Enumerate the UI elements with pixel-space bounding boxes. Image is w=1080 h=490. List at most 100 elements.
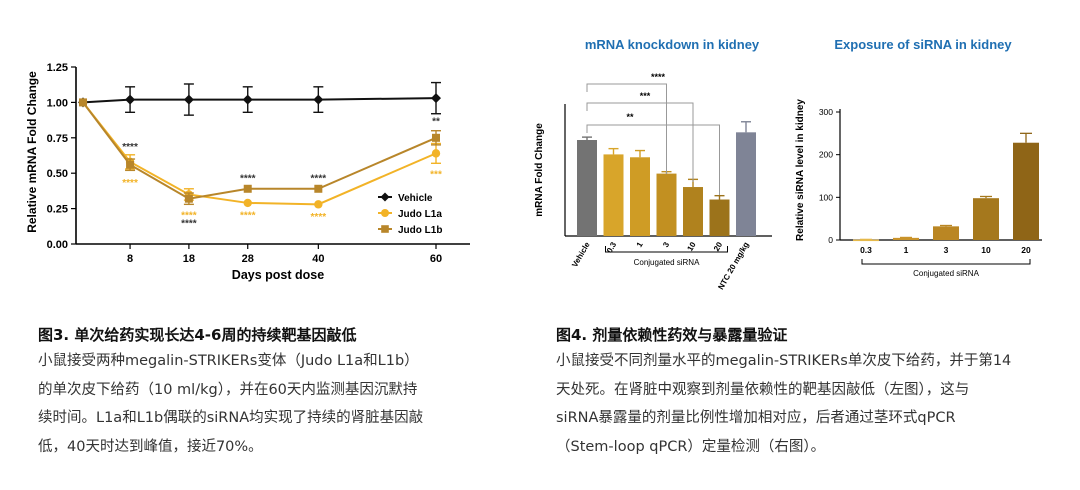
line-chart: 0.00 0.25 0.50 0.75 1.00 1.25 8 18 28 40 60 Days po… — [25, 62, 470, 282]
sirna-exposure-chart: Exposure of siRNA in kidney 0 100 200 300 Rel… — [795, 37, 1042, 278]
category-label: 20 — [712, 240, 725, 253]
x-tick-label: 60 — [430, 253, 442, 265]
data-point-l1b — [126, 160, 135, 169]
data-point-vehicle — [313, 94, 324, 105]
legend-label: Vehicle — [398, 193, 433, 204]
significance-bracket — [586, 102, 694, 182]
significance-bracket — [586, 124, 720, 195]
x-tick-label: 18 — [183, 253, 195, 265]
caption-line: 小鼠接受不同剂量水平的megalin-STRIKERs单次皮下给药，并于第14 — [556, 353, 1012, 369]
caption-line: 低，40天时达到峰值，接近70%。 — [38, 438, 263, 455]
significance-label: *** — [640, 91, 651, 101]
y-tick-label: 1.00 — [47, 97, 68, 109]
data-point-l1b — [432, 133, 440, 142]
data-point-l1a — [431, 149, 441, 158]
category-label: 10 — [685, 240, 698, 253]
chart-title: mRNA knockdown in kidney — [585, 37, 760, 52]
category-label: 3 — [661, 240, 671, 249]
bar-10 — [973, 198, 999, 240]
y-tick-label: 0.25 — [47, 204, 68, 216]
category-label: 0.3 — [860, 245, 872, 255]
caption-line: siRNA暴露量的剂量比例性增加相对应，后者通过茎环式qPCR — [556, 410, 956, 426]
figure4-caption-title: 图4. 剂量依赖性药效与暴露量验证 — [556, 326, 788, 344]
category-label: Vehicle — [570, 240, 592, 269]
significance-l1a: **** — [122, 178, 138, 189]
legend-marker — [380, 192, 390, 202]
caption-line: 的单次皮下给药（10 ml/kg），并在60天内监测基因沉默持 — [38, 381, 418, 398]
bar-20 — [1013, 142, 1039, 240]
x-tick-label: 8 — [127, 253, 133, 265]
data-point-l1b — [243, 184, 252, 193]
bar-1 — [893, 237, 919, 240]
data-point-l1b — [314, 184, 323, 193]
category-label: 1 — [904, 245, 909, 255]
series-line-l1a — [82, 101, 437, 206]
category-label: 10 — [981, 245, 991, 255]
bar-10 — [683, 187, 703, 236]
legend-label: Judo L1a — [398, 209, 442, 220]
figure3-caption-body: 小鼠接受两种megalin-STRIKERs变体（Judo L1a和L1b） 的… — [38, 347, 423, 461]
data-point-l1a — [314, 200, 323, 209]
significance-l1b: **** — [240, 173, 256, 184]
bar-0.3 — [603, 154, 624, 236]
y-tick-label: 300 — [819, 107, 833, 117]
group-bracket — [861, 259, 1031, 265]
significance-bracket — [586, 83, 667, 174]
category-label: 20 — [1021, 245, 1031, 255]
data-point-l1b — [184, 194, 193, 203]
caption-line: （Stem-loop qPCR）定量检测（右图）。 — [556, 438, 826, 455]
group-bracket — [605, 246, 728, 253]
y-axis-label: mRNA Fold Change — [534, 123, 545, 217]
x-tick-label: 28 — [242, 253, 254, 265]
group-label: Conjugated siRNA — [913, 269, 979, 278]
bar-3 — [933, 226, 959, 240]
x-tick-label: 40 — [312, 253, 324, 265]
caption-line: 续时间。L1a和L1b偶联的siRNA均实现了持续的肾脏基因敲 — [38, 410, 424, 426]
mrna-knockdown-chart: mRNA knockdown in kidney mRNA Fold Change… — [534, 37, 772, 291]
bar-Vehicle — [577, 140, 597, 236]
figure4-caption-body: 小鼠接受不同剂量水平的megalin-STRIKERs单次皮下给药，并于第14 … — [556, 347, 1011, 461]
category-label: 1 — [635, 240, 645, 249]
significance-l1b: ** — [432, 117, 440, 128]
significance-l1a: **** — [311, 212, 327, 223]
significance-l1b: **** — [311, 173, 327, 184]
significance-l1a: *** — [430, 169, 442, 180]
y-tick-label: 1.25 — [47, 62, 68, 74]
significance-label: **** — [651, 72, 666, 82]
caption-line: 小鼠接受两种megalin-STRIKERs变体（Judo L1a和L1b） — [38, 353, 419, 369]
legend-marker — [381, 225, 389, 233]
y-tick-label: 0 — [828, 235, 833, 245]
data-point-vehicle — [242, 94, 253, 105]
bar-NTC 20 mg/kg — [736, 132, 756, 236]
y-tick-label: 100 — [819, 192, 833, 202]
significance-l1b: **** — [122, 142, 138, 153]
significance-l1a: **** — [240, 210, 256, 221]
y-axis-label: Relative mRNA Fold Change — [25, 71, 39, 233]
y-tick-label: 0.00 — [47, 239, 68, 251]
significance-l1b: **** — [181, 219, 197, 230]
figure3-caption-title: 图3. 单次给药实现长达4-6周的持续靶基因敲低 — [38, 326, 357, 344]
x-axis-label: Days post dose — [232, 268, 324, 282]
bar-1 — [630, 157, 650, 236]
y-tick-label: 0.75 — [47, 133, 68, 145]
group-label: Conjugated siRNA — [634, 258, 700, 267]
category-label: 3 — [944, 245, 949, 255]
legend-label: Judo L1b — [398, 225, 442, 236]
y-tick-label: 0.50 — [47, 168, 68, 180]
data-point-l1b — [79, 98, 87, 107]
significance-l1a: **** — [181, 210, 197, 221]
bar-20 — [709, 199, 730, 236]
legend-marker — [381, 209, 389, 217]
y-axis-label: Relative siRNA level in kidney — [795, 99, 806, 241]
data-point-vehicle — [183, 94, 194, 105]
chart-title: Exposure of siRNA in kidney — [834, 37, 1012, 52]
bar-0.3 — [853, 239, 879, 242]
bar-3 — [656, 173, 677, 236]
significance-label: ** — [626, 112, 634, 122]
data-point-vehicle — [431, 93, 441, 104]
data-point-vehicle — [125, 94, 136, 105]
series-line-vehicle — [82, 97, 437, 104]
data-point-l1a — [243, 198, 252, 208]
series-line-l1b — [82, 101, 437, 200]
caption-line: 天处死。在肾脏中观察到剂量依赖性的靶基因敲低（左图），这与 — [556, 381, 970, 398]
